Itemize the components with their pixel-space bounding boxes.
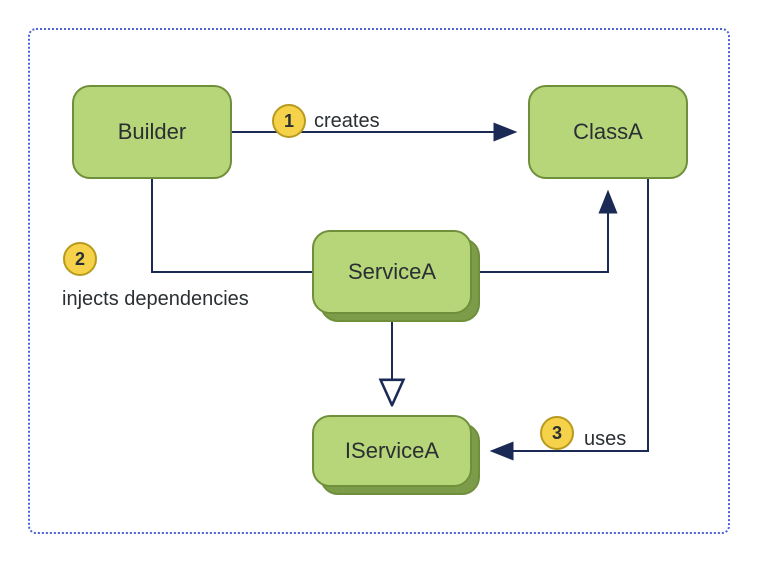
edge-label-uses: uses bbox=[584, 428, 626, 451]
node-serviceA: ServiceA bbox=[312, 230, 472, 314]
edge-label-creates: creates bbox=[314, 110, 380, 133]
edge-label-injects: injects dependencies bbox=[62, 288, 249, 311]
node-builder: Builder bbox=[72, 85, 232, 179]
node-iserviceA: IServiceA bbox=[312, 415, 472, 487]
node-label-serviceA: ServiceA bbox=[348, 259, 436, 285]
node-classA: ClassA bbox=[528, 85, 688, 179]
node-label-builder: Builder bbox=[118, 119, 186, 145]
node-label-iserviceA: IServiceA bbox=[345, 438, 439, 464]
step-badge-2: 2 bbox=[63, 242, 97, 276]
step-badge-3: 3 bbox=[540, 416, 574, 450]
node-label-classA: ClassA bbox=[573, 119, 643, 145]
diagram-canvas: Builder ClassA ServiceA IServiceA 1 2 3 creat… bbox=[0, 0, 758, 561]
step-badge-1: 1 bbox=[272, 104, 306, 138]
